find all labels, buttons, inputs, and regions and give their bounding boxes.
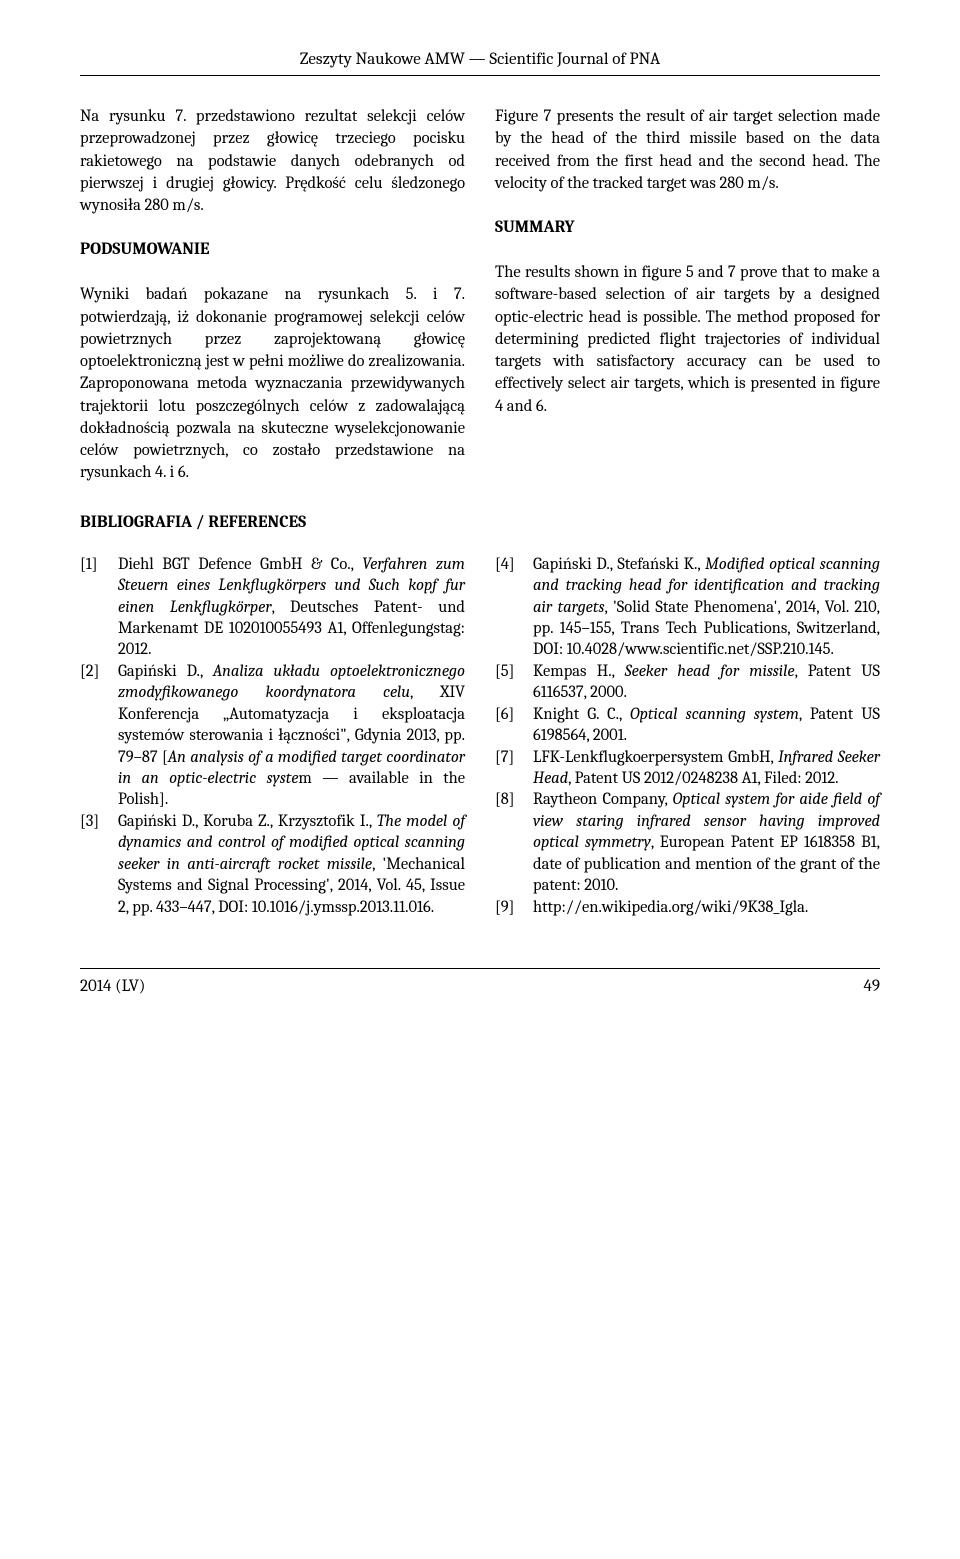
footer-year: 2014 (LV) — [80, 977, 145, 996]
main-content: Na rysunku 7. przedstawiono rezultat sel… — [80, 106, 880, 485]
reference-item: [5]Kempas H., Seeker head for missile, P… — [495, 661, 880, 704]
page-footer: 2014 (LV) 49 — [80, 968, 880, 996]
reference-item: [2]Gapiński D., Analiza układu optoelekt… — [80, 661, 465, 811]
reference-number: [5] — [495, 661, 533, 704]
references: [1]Diehl BGT Defence GmbH & Co., Verfahr… — [80, 554, 880, 918]
reference-item: [4]Gapiński D., Stefański K., Modified o… — [495, 554, 880, 661]
refs-right-col: [4]Gapiński D., Stefański K., Modified o… — [495, 554, 880, 918]
reference-item: [6]Knight G. C., Optical scanning system… — [495, 704, 880, 747]
right-body: The results shown in figure 5 and 7 prov… — [495, 262, 880, 418]
reference-item: [9]http://en.wikipedia.org/wiki/9K38_Igl… — [495, 897, 880, 918]
reference-item: [8]Raytheon Company, Optical system for … — [495, 789, 880, 896]
reference-text: Diehl BGT Defence GmbH & Co., Verfahren … — [118, 554, 465, 661]
right-heading: SUMMARY — [495, 217, 880, 240]
right-intro: Figure 7 presents the result of air targ… — [495, 106, 880, 195]
reference-number: [7] — [495, 747, 533, 790]
reference-text: Raytheon Company, Optical system for aid… — [533, 789, 880, 896]
left-body: Wyniki badań pokazane na rysunkach 5. i … — [80, 284, 465, 484]
reference-number: [9] — [495, 897, 533, 918]
reference-number: [2] — [80, 661, 118, 811]
right-column: Figure 7 presents the result of air targ… — [495, 106, 880, 485]
bibliography-heading: BIBLIOGRAFIA / REFERENCES — [80, 513, 880, 532]
reference-text: Gapiński D., Koruba Z., Krzysztofik I., … — [118, 811, 465, 918]
reference-number: [1] — [80, 554, 118, 661]
refs-left-col: [1]Diehl BGT Defence GmbH & Co., Verfahr… — [80, 554, 465, 918]
reference-text: http://en.wikipedia.org/wiki/9K38_Igla. — [533, 897, 880, 918]
reference-number: [4] — [495, 554, 533, 661]
reference-number: [8] — [495, 789, 533, 896]
reference-text: Gapiński D., Stefański K., Modified opti… — [533, 554, 880, 661]
reference-number: [3] — [80, 811, 118, 918]
reference-item: [7]LFK-Lenkflugkoerpersystem GmbH, Infra… — [495, 747, 880, 790]
left-intro: Na rysunku 7. przedstawiono rezultat sel… — [80, 106, 465, 217]
reference-text: Kempas H., Seeker head for missile, Pate… — [533, 661, 880, 704]
journal-header: Zeszyty Naukowe AMW — Scientific Journal… — [80, 50, 880, 76]
reference-item: [3]Gapiński D., Koruba Z., Krzysztofik I… — [80, 811, 465, 918]
reference-item: [1]Diehl BGT Defence GmbH & Co., Verfahr… — [80, 554, 465, 661]
reference-text: Gapiński D., Analiza układu optoelektron… — [118, 661, 465, 811]
reference-text: LFK-Lenkflugkoerpersystem GmbH, Infrared… — [533, 747, 880, 790]
reference-number: [6] — [495, 704, 533, 747]
left-heading: PODSUMOWANIE — [80, 239, 465, 262]
footer-page-number: 49 — [864, 977, 881, 996]
reference-text: Knight G. C., Optical scanning system, P… — [533, 704, 880, 747]
left-column: Na rysunku 7. przedstawiono rezultat sel… — [80, 106, 465, 485]
